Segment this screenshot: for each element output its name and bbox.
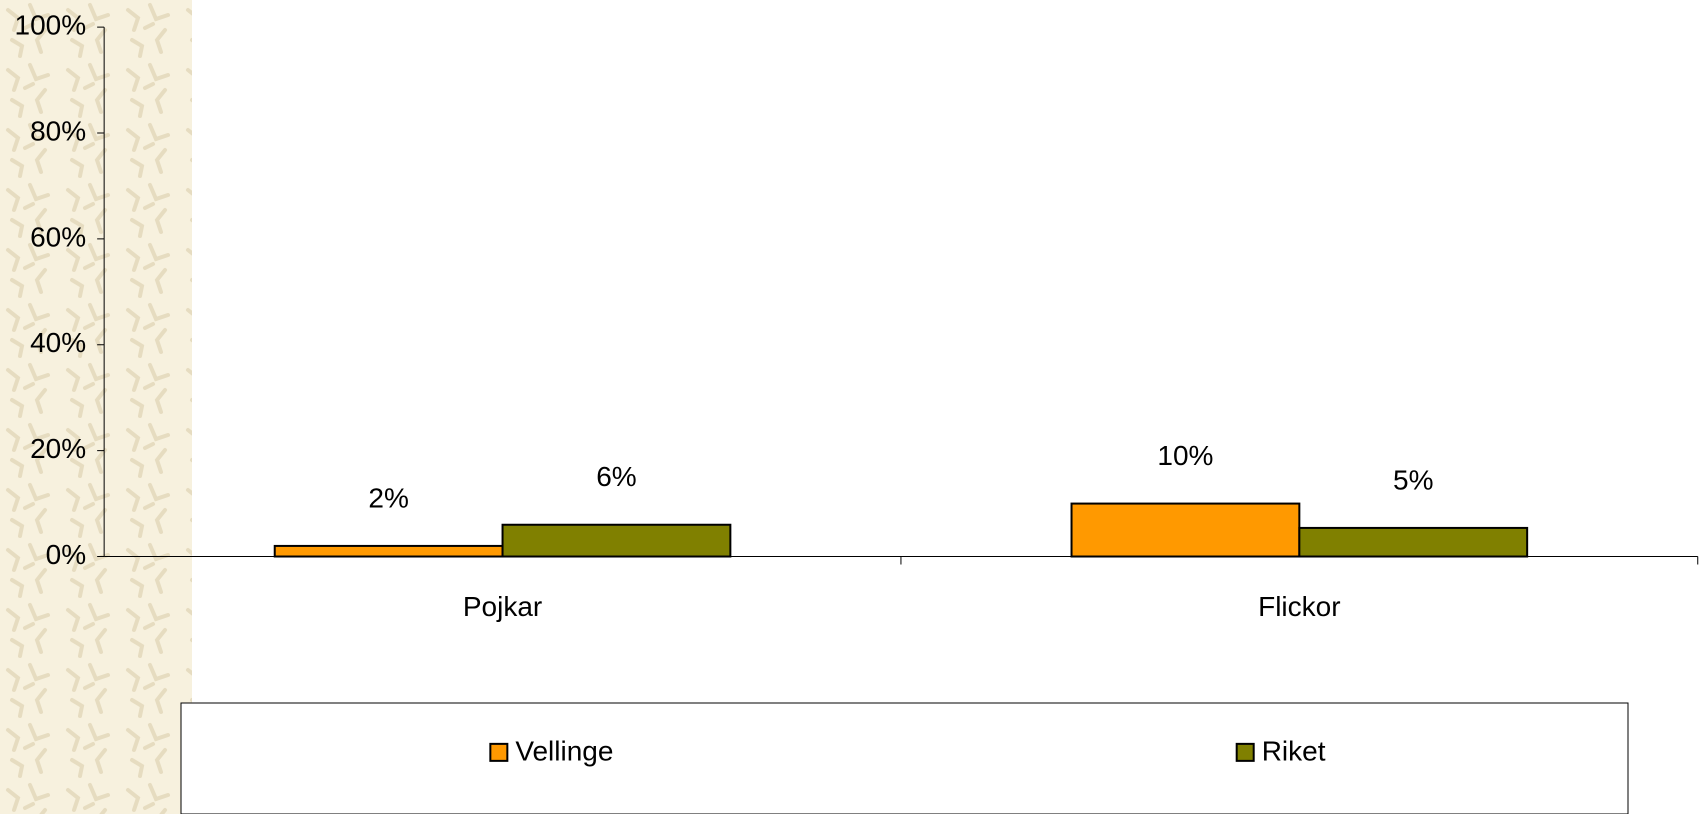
y-tick-label: 40% [30, 327, 86, 358]
y-tick-label: 0% [46, 539, 86, 570]
y-tick-label: 100% [15, 10, 87, 41]
x-tick-label: Flickor [1258, 591, 1340, 622]
bar [1298, 526, 1529, 558]
legend-box [180, 702, 1629, 814]
background-texture [0, 0, 192, 814]
data-label: 6% [596, 461, 636, 492]
data-label: 5% [1393, 464, 1433, 495]
bar [1070, 502, 1301, 558]
legend-label: Vellinge [515, 735, 613, 766]
y-tick-label: 60% [30, 221, 86, 252]
bar [273, 544, 504, 558]
data-label: 2% [368, 482, 408, 513]
y-tick-label: 80% [30, 115, 86, 146]
legend-label: Riket [1262, 735, 1326, 766]
y-tick-label: 20% [30, 433, 86, 464]
data-label: 10% [1157, 440, 1213, 471]
x-tick-label: Pojkar [463, 591, 542, 622]
legend-swatch [1235, 742, 1255, 762]
legend-swatch [489, 742, 509, 762]
bar [501, 523, 732, 558]
